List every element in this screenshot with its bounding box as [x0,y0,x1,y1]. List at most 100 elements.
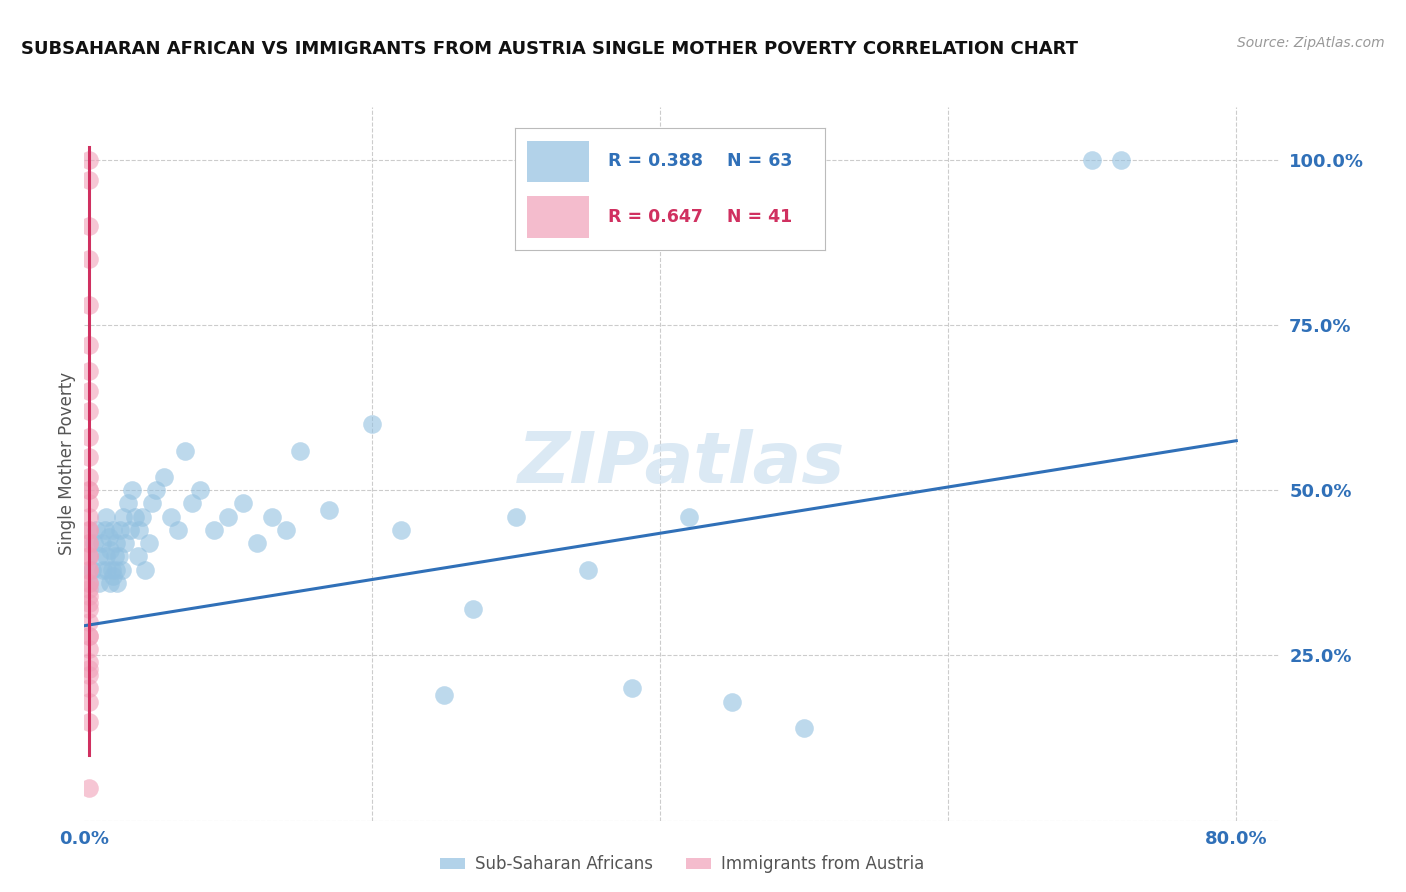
Point [202,523,225,537]
Point [104,549,127,564]
Point [77,384,100,399]
Point [77,470,100,484]
Point [77,523,100,537]
Point [94,509,117,524]
Point [87,575,110,590]
Point [117,496,139,510]
Point [77,338,100,352]
Point [101,569,124,583]
Point [77,582,100,597]
Point [121,483,143,498]
Point [127,549,149,564]
Point [1109,153,1132,167]
Point [77,430,100,444]
Point [433,688,456,702]
Point [721,695,744,709]
Point [77,549,100,564]
Text: ZIPatlas: ZIPatlas [519,429,845,499]
Point [114,536,136,550]
Point [77,252,100,266]
Point [174,443,197,458]
Point [77,662,100,676]
Point [188,483,211,498]
Point [77,681,100,696]
Point [77,655,100,669]
Point [105,536,128,550]
Point [93,523,115,537]
Point [389,523,412,537]
Point [100,563,122,577]
Point [108,549,131,564]
Point [107,575,129,590]
Point [260,509,283,524]
Point [77,536,100,550]
Point [77,629,100,643]
Point [217,509,239,524]
Point [112,509,135,524]
Point [77,602,100,616]
Legend: Sub-Saharan Africans, Immigrants from Austria: Sub-Saharan Africans, Immigrants from Au… [433,849,931,880]
Point [463,602,485,616]
Point [505,509,527,524]
Point [77,563,100,577]
Point [128,523,150,537]
Point [167,523,190,537]
Point [232,496,254,510]
Text: Source: ZipAtlas.com: Source: ZipAtlas.com [1237,36,1385,50]
Point [87,549,110,564]
Point [111,563,134,577]
Point [77,483,100,498]
Point [77,641,100,656]
Point [83,536,105,550]
Point [80,563,103,577]
Point [246,536,269,550]
Point [77,509,100,524]
Point [77,153,100,167]
Point [110,523,132,537]
Point [131,509,153,524]
Point [77,780,100,795]
Point [77,563,100,577]
Point [145,483,167,498]
Point [318,503,340,517]
Point [77,575,100,590]
Y-axis label: Single Mother Poverty: Single Mother Poverty [58,372,76,556]
Point [138,536,160,550]
Point [77,483,100,498]
Point [77,172,100,186]
Point [678,509,700,524]
Point [77,219,100,233]
Point [77,298,100,312]
Point [77,523,100,537]
Point [91,563,114,577]
Point [97,529,120,543]
Point [77,450,100,465]
Point [77,589,100,603]
Point [134,563,156,577]
Point [152,470,174,484]
Point [159,509,181,524]
Point [101,523,124,537]
Point [98,542,121,557]
Point [96,563,118,577]
Point [1081,153,1104,167]
Point [290,443,312,458]
Point [77,536,100,550]
Point [94,549,117,564]
Point [120,523,142,537]
Point [124,509,146,524]
Point [77,629,100,643]
Text: SUBSAHARAN AFRICAN VS IMMIGRANTS FROM AUSTRIA SINGLE MOTHER POVERTY CORRELATION : SUBSAHARAN AFRICAN VS IMMIGRANTS FROM AU… [21,40,1078,58]
Point [77,575,100,590]
Point [141,496,163,510]
Point [620,681,643,696]
Point [77,496,100,510]
Point [105,563,128,577]
Point [77,364,100,378]
Point [77,668,100,682]
Point [84,523,107,537]
Point [77,549,100,564]
Point [77,404,100,418]
Point [576,563,599,577]
Point [181,496,204,510]
